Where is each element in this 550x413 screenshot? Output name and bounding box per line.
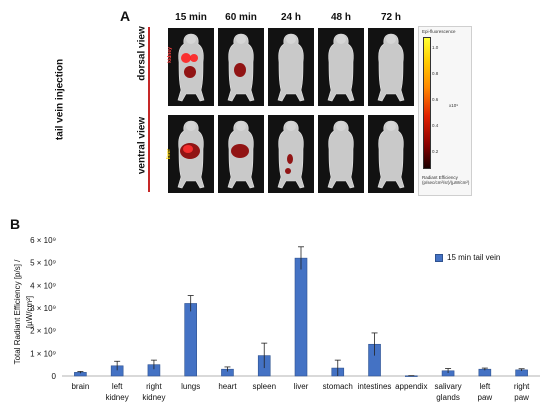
mouse-fluorescence-image <box>218 28 264 106</box>
y-tick-label: 6 × 10⁹ <box>30 236 56 245</box>
fluorescence-signal <box>183 145 193 153</box>
colorbar-gradient <box>423 37 431 169</box>
panel-b-letter: B <box>10 216 21 232</box>
panel-a: A tail vein injection dorsal view ventra… <box>0 0 550 200</box>
ventral-view-label: ventral view <box>136 116 148 175</box>
time-label-15min: 15 min <box>175 12 207 23</box>
x-tick-label: right kidney <box>142 382 165 402</box>
x-tick-label: right paw <box>514 382 530 402</box>
colorbar-tick: 0.2 <box>432 149 439 154</box>
x-tick-label-line: salivary <box>435 382 462 391</box>
x-tick-label: left paw <box>478 382 493 402</box>
liver-tag: liver <box>166 148 173 160</box>
x-tick-label: appendix <box>395 382 427 391</box>
x-tick-label: lungs <box>181 382 200 391</box>
y-tick-label: 3 × 10⁹ <box>30 304 56 313</box>
bar <box>184 303 197 377</box>
mouse-head <box>186 121 196 131</box>
mouse-silhouette <box>327 120 355 189</box>
mouse-silhouette <box>377 120 405 189</box>
mouse-head <box>336 121 346 131</box>
fluorescence-signal <box>184 66 196 78</box>
x-tick-label: stomach <box>323 382 353 391</box>
fluorescence-signal <box>287 154 293 164</box>
panel-a-letter: A <box>120 8 131 24</box>
time-label-60min: 60 min <box>225 12 257 23</box>
dorsal-view-label: dorsal view <box>136 26 148 81</box>
row-divider-line <box>148 27 150 192</box>
mouse-fluorescence-image <box>318 115 364 193</box>
mouse-fluorescence-image <box>368 115 414 193</box>
colorbar-caption-line1: Radiant Efficiency <box>422 175 458 180</box>
x-tick-label-line: glands <box>436 393 460 402</box>
colorbar-caption-line2: (p/sec/cm²/sr)/(µW/cm²) <box>422 180 470 185</box>
mouse-head <box>386 34 396 44</box>
mouse-head <box>236 34 246 44</box>
colorbar-tick: 0.6 <box>432 97 439 102</box>
x-tick-label-line: paw <box>514 393 529 402</box>
fluorescence-signal <box>234 63 246 77</box>
bar <box>294 257 308 377</box>
legend-label: 15 min tail vein <box>447 253 501 262</box>
mouse-silhouette <box>327 33 355 102</box>
mouse-fluorescence-image <box>318 28 364 106</box>
colorbar: Epi-fluorescence 1.0 0.8 0.6 0.4 0.2 x10… <box>418 26 472 196</box>
x-tick-label-line: left <box>112 382 123 391</box>
chart-legend: 15 min tail vein <box>435 253 500 262</box>
time-label-24h: 24 h <box>280 12 301 23</box>
colorbar-tick: 1.0 <box>432 45 439 50</box>
fluorescence-signal <box>190 54 198 62</box>
mouse-head <box>336 34 346 44</box>
colorbar-unit: x10⁹ <box>449 103 459 108</box>
colorbar-title: Epi-fluorescence <box>422 29 456 34</box>
x-tick-label-line: right <box>146 382 162 391</box>
mouse-head <box>386 121 396 131</box>
x-tick-label-line: kidney <box>106 393 129 402</box>
mouse-fluorescence-image <box>168 28 214 106</box>
mouse-head <box>286 121 296 131</box>
time-label-48h: 48 h <box>330 12 351 23</box>
mouse-silhouette <box>377 33 405 102</box>
y-tick-label: 4 × 10⁹ <box>30 281 56 290</box>
colorbar-tick: 0.4 <box>432 123 439 128</box>
x-tick-label: spleen <box>252 382 276 391</box>
x-tick-label: intestines <box>358 382 392 391</box>
mouse-silhouette <box>277 33 305 102</box>
fluorescence-signal <box>231 144 249 158</box>
colorbar-tick: 0.8 <box>432 71 439 76</box>
mouse-head <box>236 121 246 131</box>
mouse-fluorescence-image <box>268 115 314 193</box>
legend-swatch <box>435 253 443 262</box>
x-tick-label: left kidney <box>106 382 129 402</box>
colorbar-caption: Radiant Efficiency (p/sec/cm²/sr)/(µW/cm… <box>422 175 470 185</box>
x-tick-label-line: paw <box>478 393 493 402</box>
injection-label: tail vein injection <box>54 58 66 141</box>
y-tick-label: 0 <box>52 372 57 381</box>
x-tick-label: liver <box>294 382 309 391</box>
x-tick-label: brain <box>71 382 89 391</box>
mouse-head <box>286 34 296 44</box>
mouse-fluorescence-image <box>268 28 314 106</box>
fluorescence-signal <box>285 168 291 174</box>
fluorescence-signal <box>181 53 191 63</box>
x-tick-label: heart <box>218 382 237 391</box>
bar-chart: 0 1 × 10⁹ 2 × 10⁹ 3 × 10⁹ 4 × 10⁹ 5 × 10⁹ 6 × … <box>30 236 540 402</box>
y-tick-label: 1 × 10⁹ <box>30 349 56 358</box>
y-tick-label: 2 × 10⁹ <box>30 327 56 336</box>
mouse-fluorescence-image <box>218 115 264 193</box>
x-tick-label-line: right <box>514 382 530 391</box>
time-label-72h: 72 h <box>380 12 401 23</box>
x-tick-label-line: left <box>480 382 491 391</box>
mouse-head <box>186 34 196 44</box>
mouse-fluorescence-image <box>168 115 214 193</box>
x-tick-label: salivary glands <box>435 382 462 402</box>
y-tick-label: 5 × 10⁹ <box>30 259 56 268</box>
x-tick-label-line: kidney <box>142 393 165 402</box>
kidney-tag: kidney <box>166 47 173 63</box>
mouse-fluorescence-image <box>368 28 414 106</box>
